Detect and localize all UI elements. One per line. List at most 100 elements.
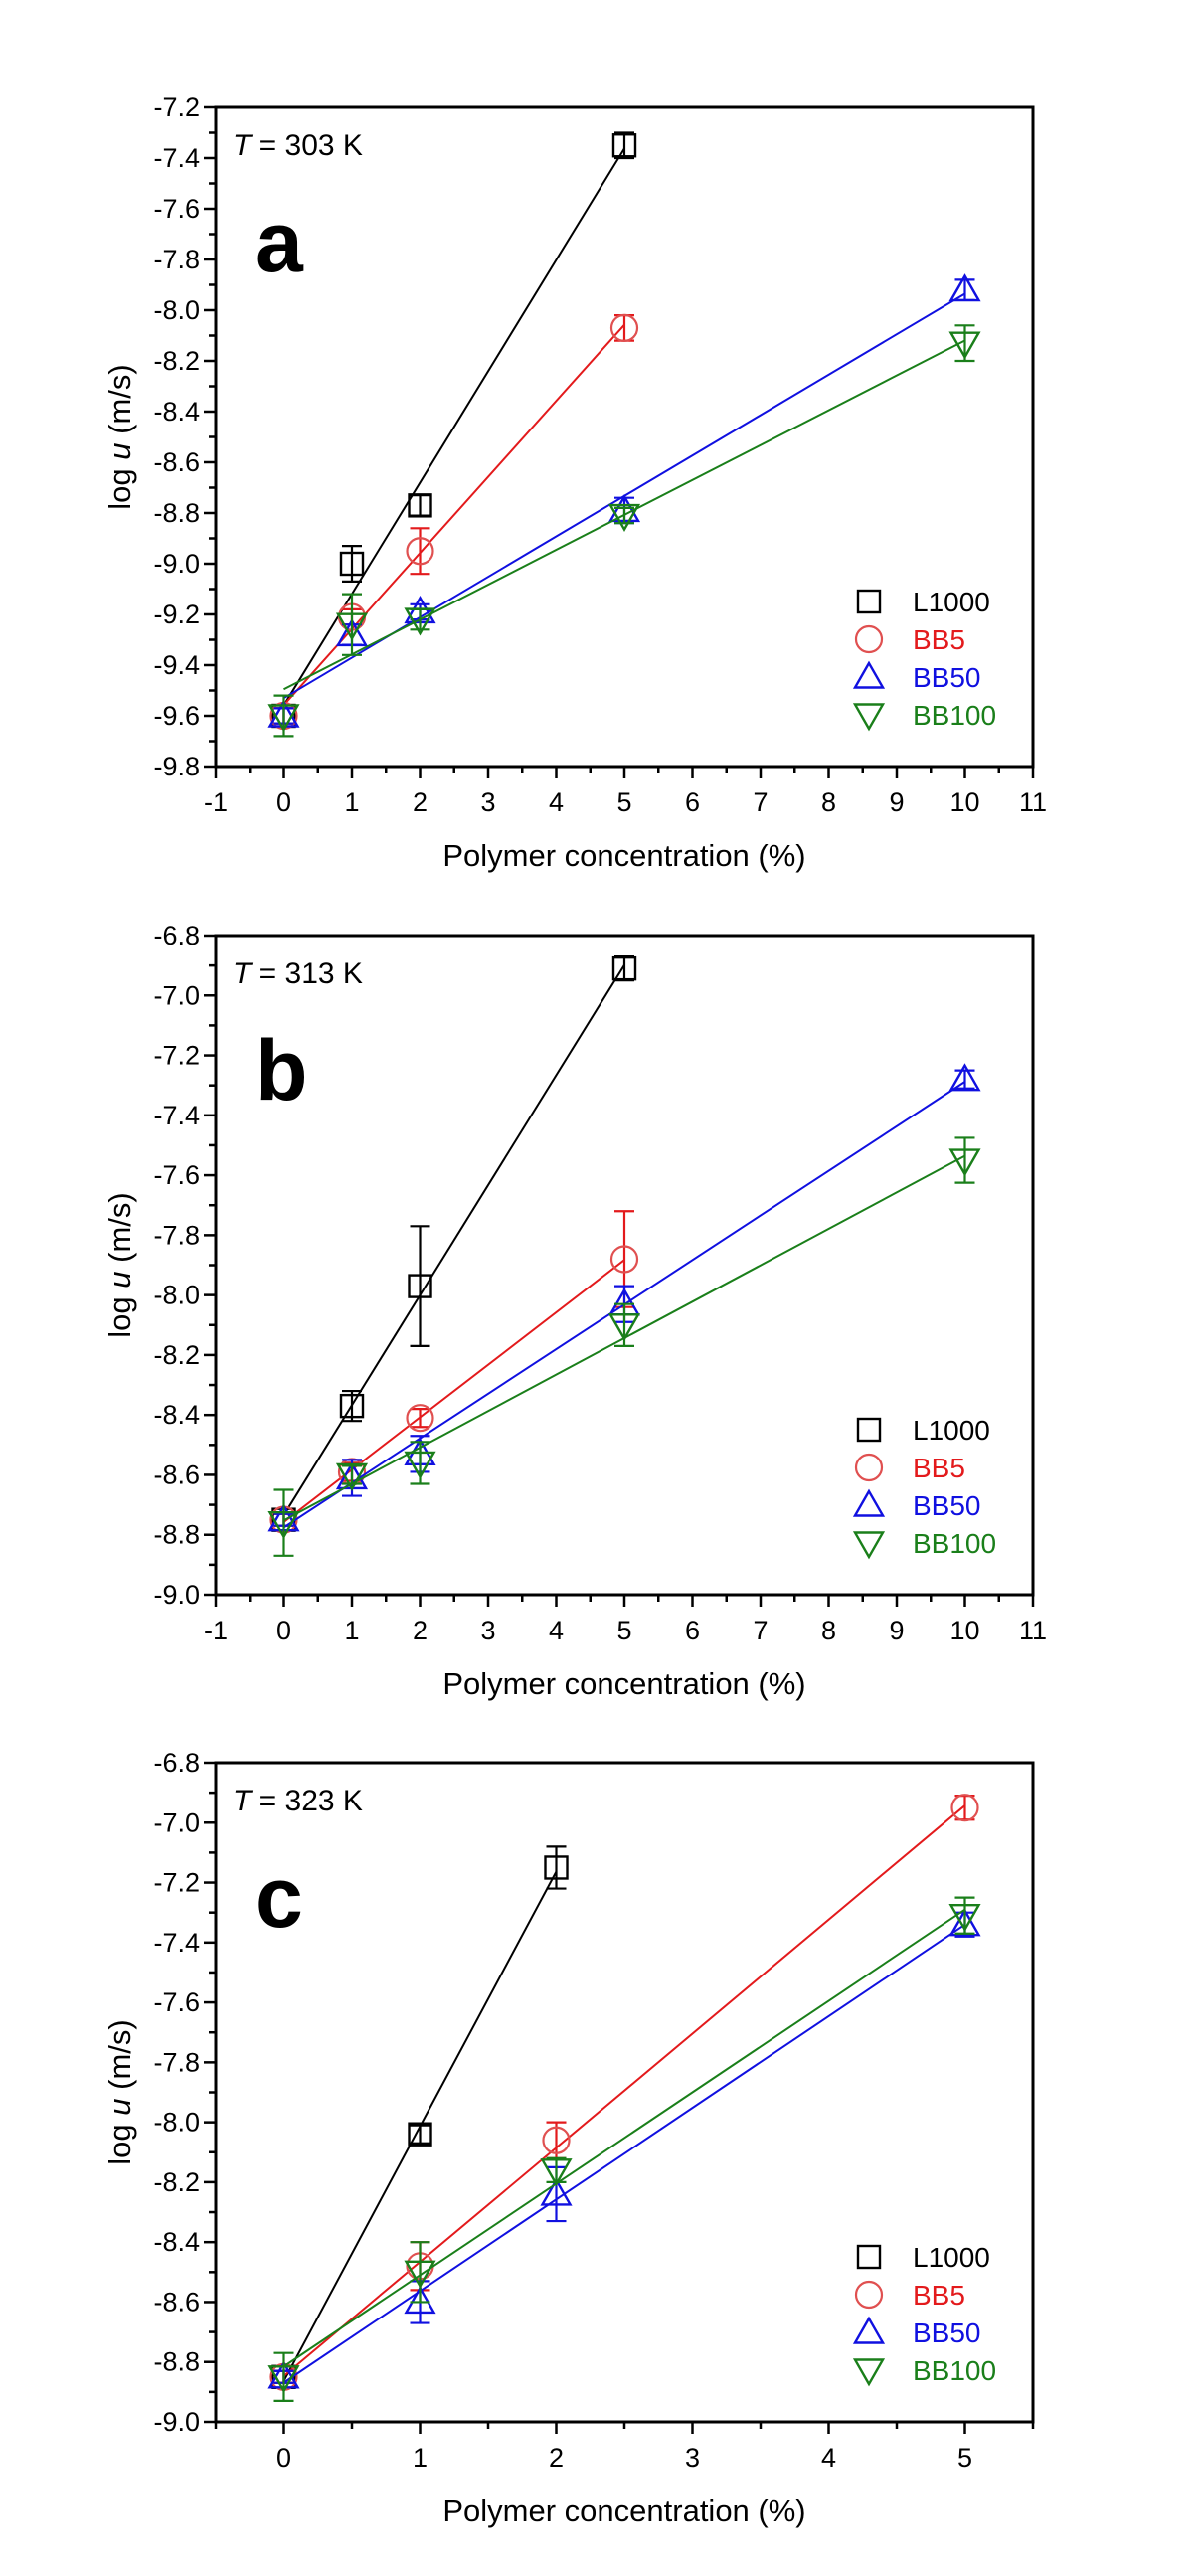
data-point [404, 607, 436, 636]
data-point [404, 2286, 436, 2315]
y-tick-label: -9.4 [153, 650, 200, 680]
y-tick-label: -8.4 [153, 397, 200, 427]
legend-item-BB5: BB5 [854, 2280, 965, 2311]
x-tick-label: 6 [685, 1616, 700, 1645]
y-tick-label: -7.6 [153, 1987, 200, 2017]
x-tick-label: 8 [821, 1616, 836, 1645]
legend-label: BB5 [913, 1453, 965, 1483]
y-tick-label: -8.6 [153, 447, 200, 477]
x-tick-label: 7 [753, 1616, 768, 1645]
x-tick-label: 2 [413, 787, 428, 817]
y-tick-label: -7.4 [153, 143, 200, 173]
data-point [948, 1908, 981, 1937]
y-tick-label: -8.2 [153, 1340, 200, 1370]
y-tick-label: -7.4 [153, 1928, 200, 1958]
temperature-symbol: T [233, 957, 254, 990]
data-point [339, 1393, 365, 1419]
data-point [540, 2177, 573, 2206]
legend-marker [856, 1417, 882, 1443]
y-tick-label: -9.6 [153, 701, 200, 731]
x-tick-label: 8 [821, 787, 836, 817]
legend-marker [852, 1531, 886, 1560]
fit-line [282, 323, 625, 706]
y-axis-label: log u (m/s) [102, 1192, 137, 1337]
panel-letter: a [256, 195, 304, 290]
x-tick-label: 10 [949, 1616, 979, 1645]
fit-line [282, 1804, 966, 2377]
x-tick-label: -1 [204, 787, 228, 817]
data-point [607, 503, 641, 532]
data-point [408, 1274, 432, 1298]
y-tick-label: -8.0 [153, 295, 200, 325]
y-tick-label: -7.8 [153, 2047, 200, 2077]
data-point [406, 1404, 434, 1433]
y-axis-label-prefix: log [102, 1288, 137, 1338]
data-point [948, 1063, 981, 1092]
temperature-value: = 323 K [251, 1785, 363, 1817]
legend-item-BB100: BB100 [852, 700, 996, 732]
y-tick-label: -8.0 [153, 1281, 200, 1310]
series-BB100 [267, 1136, 981, 1557]
y-axis-label-suffix: (m/s) [102, 1192, 137, 1271]
legend-item-BB50: BB50 [852, 2316, 981, 2348]
x-tick-label: 3 [480, 1616, 495, 1645]
y-tick-label: -8.2 [153, 346, 200, 376]
legend-marker [856, 2244, 882, 2270]
y-tick-label: -7.0 [153, 980, 200, 1010]
legend-marker [854, 624, 884, 654]
y-tick-label: -7.0 [153, 1807, 200, 1837]
temperature-annotation: T = 323 K [233, 1785, 363, 1817]
y-tick-label: -7.2 [153, 1868, 200, 1898]
x-tick-label: 5 [616, 1616, 631, 1645]
temperature-value: = 303 K [251, 129, 363, 162]
fit-line [282, 1924, 966, 2384]
x-tick-label: 3 [685, 2443, 700, 2473]
x-tick-label: 7 [753, 787, 768, 817]
temperature-annotation: T = 313 K [233, 957, 363, 990]
x-tick-label: 5 [616, 787, 631, 817]
y-tick-label: -9.0 [153, 549, 200, 579]
series-BB50 [267, 1063, 981, 1532]
series-BB100 [267, 324, 981, 738]
fit-line [282, 1259, 625, 1523]
legend-item-L1000: L1000 [856, 587, 990, 617]
legend-label: BB50 [913, 662, 981, 693]
x-axis-label: Polymer concentration (%) [442, 1666, 805, 1701]
legend-label: BB50 [913, 2318, 981, 2348]
legend-marker [852, 660, 886, 689]
data-point [611, 133, 637, 158]
y-axis-label-prefix: log [102, 2116, 137, 2165]
legend-label: BB5 [913, 624, 965, 655]
legend-item-L1000: L1000 [856, 2242, 990, 2273]
legend-item-BB100: BB100 [852, 2355, 996, 2387]
legend-item-BB50: BB50 [852, 1488, 981, 1521]
legend: L1000 BB5 BB50 BB100 [852, 2242, 996, 2387]
y-tick-label: -6.8 [153, 1748, 200, 1778]
y-axis-label: log u (m/s) [102, 2019, 137, 2164]
y-tick-label: -7.6 [153, 194, 200, 224]
y-tick-label: -7.2 [153, 1041, 200, 1071]
legend-item-BB50: BB50 [852, 660, 981, 693]
legend-item-L1000: L1000 [856, 1415, 990, 1446]
x-tick-label: 4 [549, 787, 564, 817]
fit-line [282, 1908, 966, 2368]
chart-panel-a: -9.8 -9.6 -9.4 -9.2 -9.0 -8.8 -8.6 -8.4 -8.2 -8.0… [102, 92, 1047, 873]
temperature-value: = 313 K [251, 957, 363, 990]
data-point [404, 1451, 436, 1479]
data-point [267, 704, 300, 733]
plot-frame [214, 934, 1035, 1597]
series-L1000 [271, 954, 637, 1532]
data-point [408, 2122, 432, 2147]
data-point [339, 551, 365, 577]
y-tick-label: -7.2 [153, 92, 200, 122]
y-tick-label: -8.8 [153, 1520, 200, 1550]
y-tick-label: -8.4 [153, 1400, 200, 1430]
data-point [609, 313, 639, 342]
y-axis-label-suffix: (m/s) [102, 2019, 137, 2098]
legend-marker [854, 2280, 884, 2310]
y-tick-label: -8.4 [153, 2227, 200, 2257]
legend-marker [852, 1488, 886, 1517]
y-tick-label: -8.8 [153, 498, 200, 528]
data-point [335, 1462, 369, 1491]
y-tick-label: -9.0 [153, 2407, 200, 2437]
